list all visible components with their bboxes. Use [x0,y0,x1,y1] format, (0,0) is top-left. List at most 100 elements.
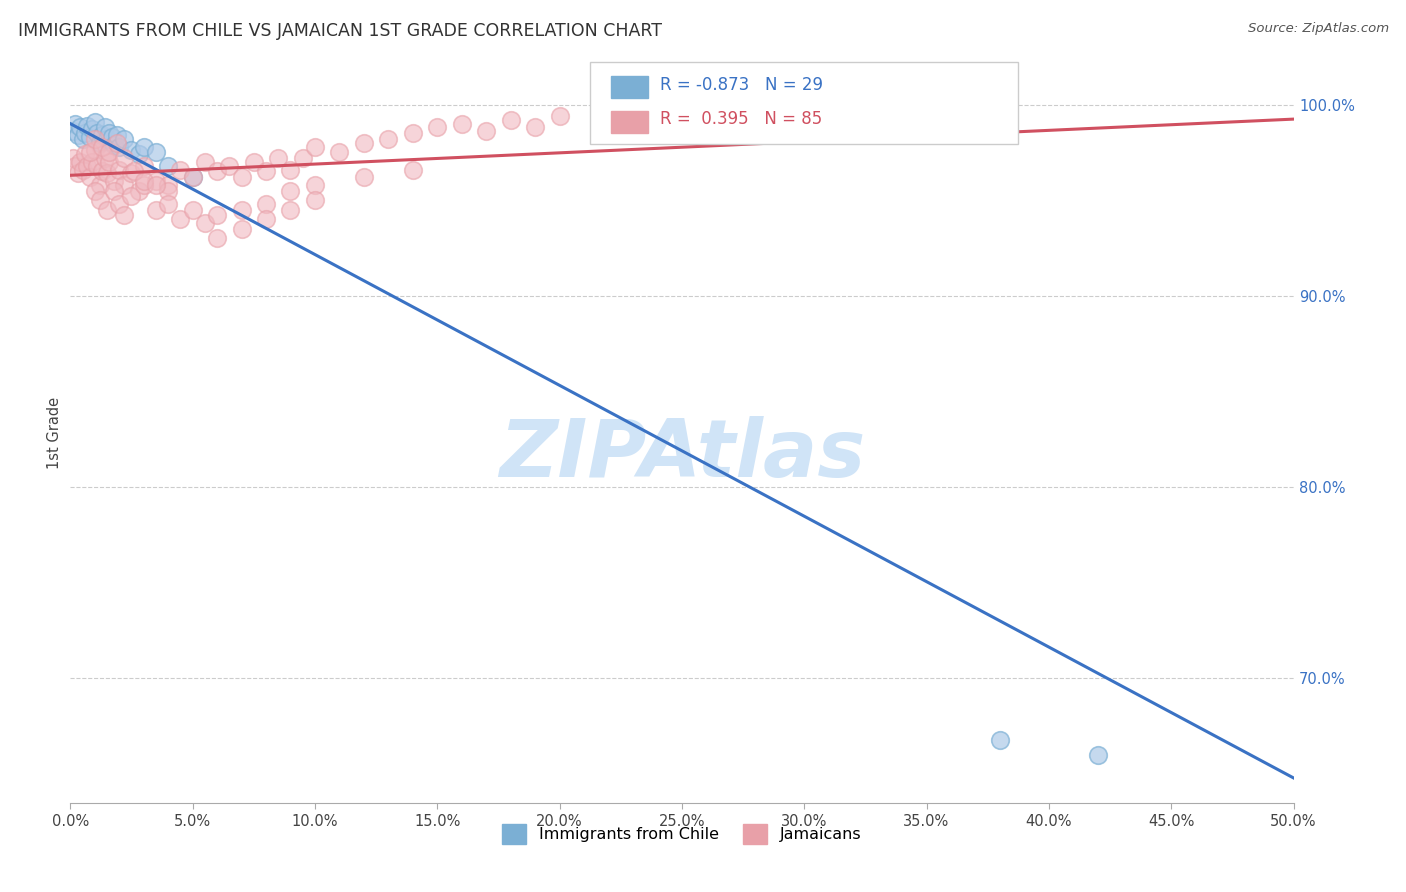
Point [450,117,472,131]
Point [205,209,228,223]
Point [181,170,204,185]
Point [62,124,84,138]
Point [280,202,302,217]
Point [181,170,204,185]
Text: ZIPAtlas: ZIPAtlas [499,416,865,494]
Point [96,132,118,146]
Point [254,197,277,211]
Point [72,132,94,146]
Point [83,114,105,128]
Point [91,128,114,142]
Point [132,159,155,173]
Point [112,209,135,223]
Point [231,222,253,236]
Point [524,120,547,135]
Point [63,117,86,131]
Point [243,155,266,169]
Point [86,126,108,140]
Point [402,126,425,140]
Point [194,155,217,169]
Point [377,132,399,146]
Point [112,178,135,192]
Point [105,136,128,150]
Point [93,120,115,135]
Point [267,151,290,165]
Point [157,159,180,173]
Y-axis label: 1st Grade: 1st Grade [46,397,62,468]
Point [304,193,326,207]
Point [205,164,228,178]
Point [98,126,121,140]
Point [108,197,131,211]
Point [96,202,118,217]
Point [169,212,191,227]
Point [103,174,125,188]
Point [231,202,253,217]
Text: R =  0.395   N = 85: R = 0.395 N = 85 [659,111,823,128]
Point [105,128,128,142]
Point [96,166,118,180]
Point [254,212,277,227]
Point [89,178,111,192]
FancyBboxPatch shape [591,62,1018,144]
Point [157,197,180,211]
Point [132,139,155,153]
Text: IMMIGRANTS FROM CHILE VS JAMAICAN 1ST GRADE CORRELATION CHART: IMMIGRANTS FROM CHILE VS JAMAICAN 1ST GR… [18,22,662,40]
Point [353,170,375,185]
Point [695,97,717,112]
Point [76,159,98,173]
Point [121,166,143,180]
Point [121,189,143,203]
Legend: Immigrants from Chile, Jamaicans: Immigrants from Chile, Jamaicans [496,818,868,850]
Point [402,162,425,177]
Point [62,151,84,165]
Point [205,231,228,245]
Point [101,130,124,145]
Point [73,126,96,140]
Point [647,101,669,115]
Point [353,136,375,150]
Text: Source: ZipAtlas.com: Source: ZipAtlas.com [1249,22,1389,36]
Point [145,174,167,188]
Point [598,105,620,120]
Point [98,145,121,160]
Point [157,184,180,198]
Point [82,122,104,136]
Point [169,162,191,177]
Point [145,178,167,192]
Point [128,147,150,161]
Point [128,184,150,198]
Point [304,178,326,192]
Point [69,120,91,135]
Point [744,99,766,113]
Point [89,136,111,150]
Point [66,166,89,180]
Point [73,147,96,161]
Point [132,178,155,192]
Point [63,159,86,173]
Point [72,162,94,177]
Point [112,132,135,146]
Point [79,170,101,185]
Point [82,155,104,169]
Point [91,139,114,153]
Text: R = -0.873   N = 29: R = -0.873 N = 29 [659,76,823,94]
Point [499,112,522,127]
Point [76,119,98,133]
Point [108,162,131,177]
Point [121,144,143,158]
Point [69,155,91,169]
Point [218,159,240,173]
Bar [612,111,648,133]
Point [103,184,125,198]
Point [83,144,105,158]
Point [103,137,125,152]
Point [304,139,326,153]
Point [291,151,314,165]
Point [231,170,253,185]
Point [93,151,115,165]
Point [1087,747,1109,762]
Point [89,193,111,207]
Point [475,124,498,138]
Point [548,109,571,123]
